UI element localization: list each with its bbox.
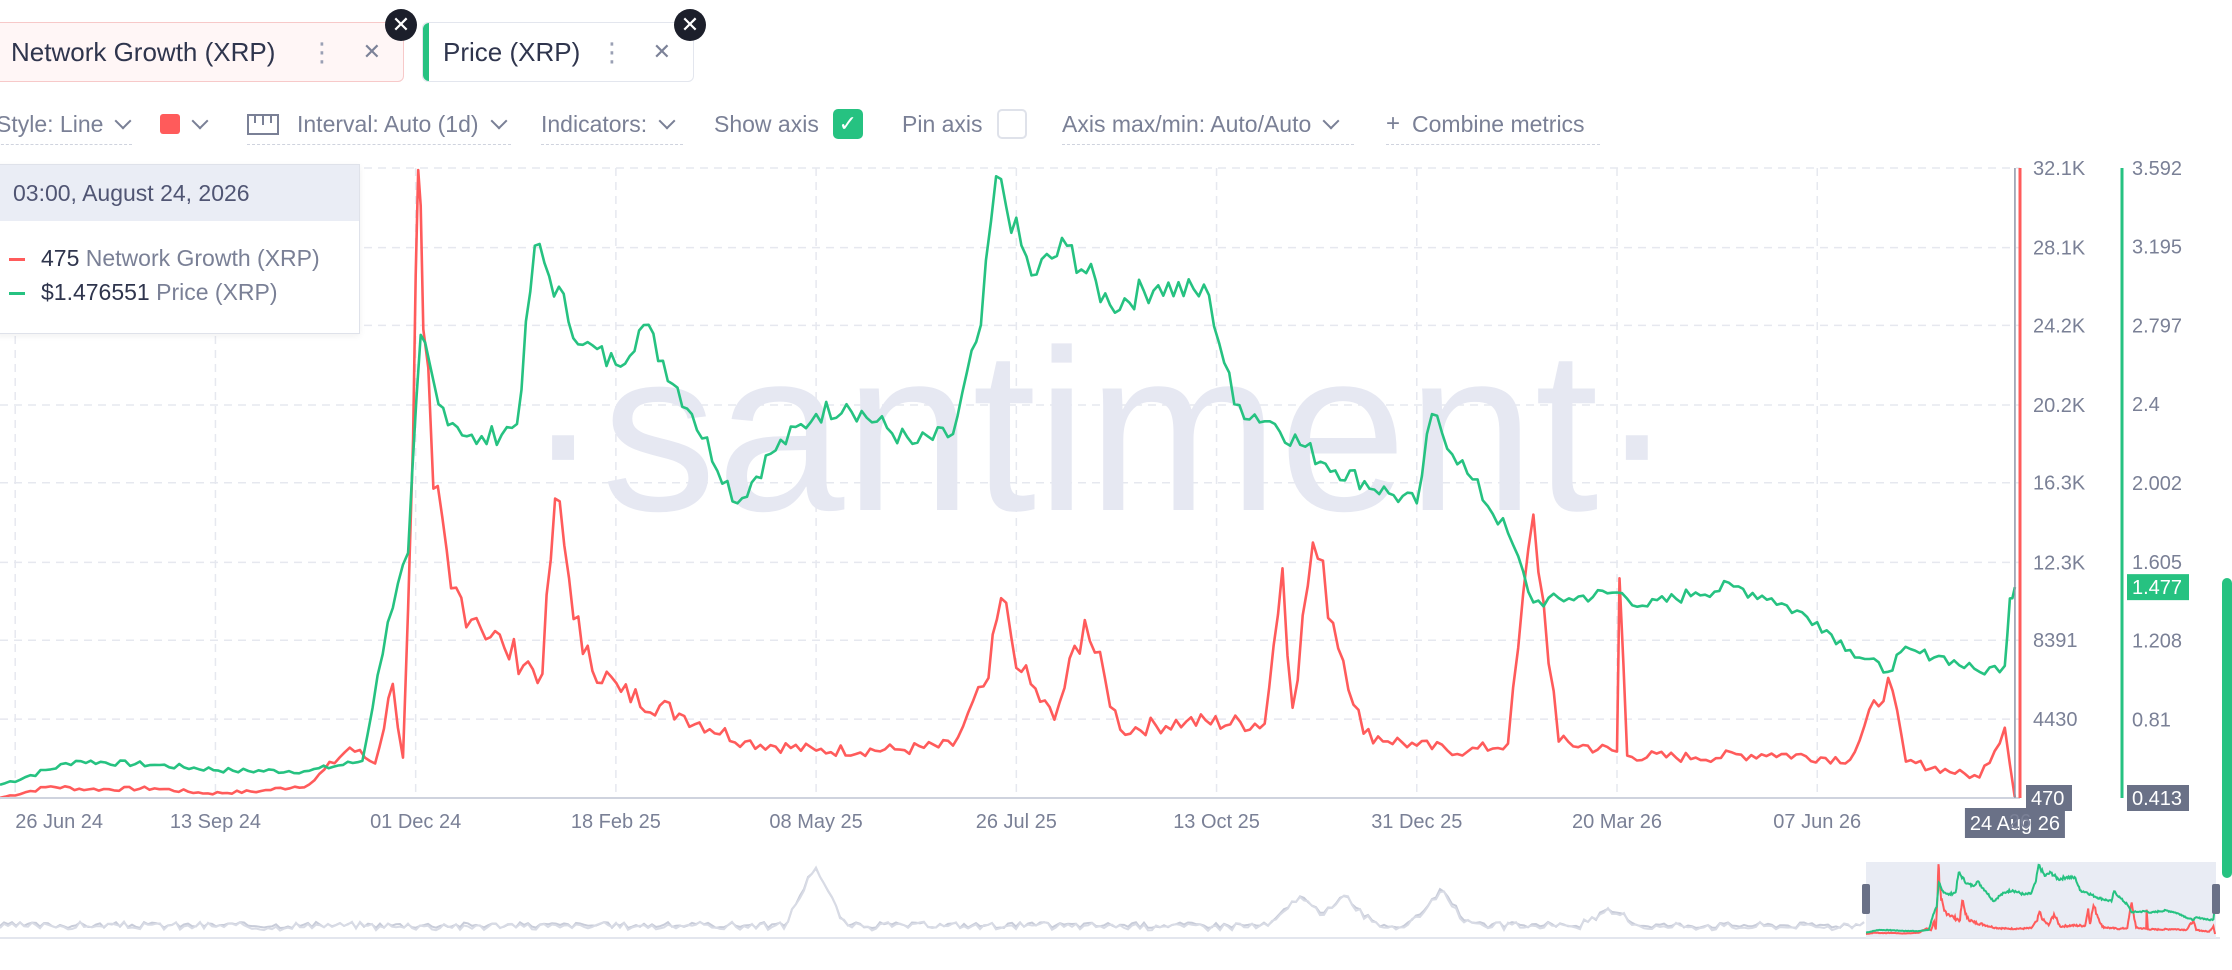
y-min-badge-network-growth: [2026, 785, 2072, 811]
scrollbar-handle[interactable]: [2222, 578, 2232, 878]
tab-label: Network Growth (XRP): [11, 36, 276, 67]
axis-maxmin-label: Axis max/min: Auto/Auto: [1062, 110, 1312, 137]
x-tick-label: 08 May 25: [769, 811, 862, 833]
legend-swatch: [9, 258, 25, 262]
pin-axis-toggle[interactable]: Pin axis: [902, 104, 1032, 144]
axes: 24 Aug 26 32.1K 28.1K 24.2K 20.2K 16.3K 12.3K 8…: [0, 158, 2189, 838]
y-min-label-price: 0.413: [2132, 788, 2182, 810]
more-options-icon[interactable]: ⋮: [599, 36, 625, 67]
x-tick-label: 20 Mar 26: [1572, 811, 1662, 833]
show-axis-checkbox[interactable]: ✓: [832, 109, 863, 139]
tooltip-value: $1.476551: [41, 279, 150, 305]
tooltip-series-name: Network Growth (XRP): [85, 245, 320, 271]
x-tick-label: 26: [2009, 811, 2031, 833]
x-tick-label: 01 Dec 24: [370, 811, 461, 833]
legend-swatch: [9, 292, 25, 296]
color-swatch: [160, 114, 180, 134]
pin-axis-label: Pin axis: [902, 110, 983, 137]
remove-metric-icon[interactable]: ✕: [385, 9, 417, 41]
tooltip-series-name: Price (XRP): [156, 279, 278, 305]
navigator[interactable]: [0, 578, 2232, 939]
tab-label: Price (XRP): [443, 36, 581, 67]
y-tick-label-price: 2.002: [2132, 473, 2182, 495]
y-tick-label-network-growth: 4430: [2033, 709, 2078, 731]
series-line-price: [0, 175, 2017, 786]
navigator-selection[interactable]: [1866, 862, 2216, 938]
tooltip-date: 03:00, August 24, 2026: [0, 165, 359, 221]
x-tick-label: 31 Dec 25: [1371, 811, 1462, 833]
navigator-line-price: [1865, 863, 2217, 934]
x-tick-label: 26 Jun 24: [15, 811, 103, 833]
series-line-network-growth: [0, 168, 2017, 800]
navigator-handle-left[interactable]: [1862, 884, 1870, 914]
x-tick-label: 13 Oct 25: [1173, 811, 1260, 833]
combine-metrics-button[interactable]: + Combine metrics: [1386, 104, 1600, 145]
x-axis: 26 Jun 24 13 Sep 24 01 Dec 24 18 Feb 25 08 M…: [15, 811, 2031, 833]
y-tick-label-price: 2.4: [2132, 394, 2160, 416]
y-tick-label-network-growth: 28.1K: [2033, 238, 2086, 260]
y-min-badge-price: [2127, 785, 2189, 811]
x-tick-label: 07 Jun 26: [1773, 811, 1861, 833]
current-price-badge: [2127, 574, 2189, 601]
navigator-history-line: [0, 865, 1865, 933]
more-options-icon[interactable]: ⋮: [309, 36, 335, 67]
y-tick-label-price: 1.605: [2132, 552, 2182, 574]
plus-icon: +: [1386, 110, 1401, 137]
tab-color-stripe: [423, 23, 429, 81]
y-tick-label-price: 1.208: [2132, 630, 2182, 652]
show-axis-toggle[interactable]: Show axis ✓: [714, 104, 870, 144]
y-tick-label-price: 2.797: [2132, 316, 2182, 338]
ruler-icon: [247, 114, 279, 135]
x-tick-label: 26 Jul 25: [976, 811, 1057, 833]
y-tick-label-price: 0.81: [2132, 709, 2171, 731]
y-tick-label-price: 3.592: [2132, 158, 2182, 180]
interval-dropdown[interactable]: Interval: Auto (1d): [247, 104, 511, 145]
y-tick-label-network-growth: 32.1K: [2033, 158, 2086, 180]
grid: [0, 167, 2020, 798]
remove-metric-icon[interactable]: ✕: [674, 9, 706, 41]
x-tick-label: 18 Feb 25: [571, 811, 661, 833]
y-tick-label-network-growth: 16.3K: [2033, 473, 2086, 495]
crosshair-date-badge: [1964, 808, 2065, 838]
close-icon[interactable]: ✕: [362, 39, 381, 64]
series-layer: [0, 168, 2017, 800]
style-label: Style: Line: [0, 110, 104, 137]
y-tick-label-network-growth: 12.3K: [2033, 552, 2086, 574]
y-min-label-network-growth: 470: [2031, 788, 2064, 810]
style-dropdown[interactable]: Style: Line: [0, 104, 132, 145]
pin-axis-checkbox[interactable]: [996, 109, 1027, 139]
combine-metrics-label: Combine metrics: [1412, 110, 1585, 137]
y-tick-label-price: 3.195: [2132, 237, 2182, 259]
interval-label: Interval: Auto (1d): [297, 110, 479, 137]
show-axis-label: Show axis: [714, 110, 819, 137]
y-tick-label-network-growth: 24.2K: [2033, 315, 2086, 337]
crosshair-date-label: 24 Aug 26: [1970, 813, 2060, 835]
watermark: ·santiment·: [525, 302, 1675, 559]
color-picker[interactable]: [160, 104, 220, 144]
tooltip: 03:00, August 24, 2026 475 Network Growt…: [0, 164, 360, 334]
indicators-label: Indicators:: [541, 110, 648, 137]
tooltip-row-network-growth: 475 Network Growth (XRP): [9, 245, 320, 272]
tooltip-value: 475: [41, 245, 80, 271]
axis-maxmin-dropdown[interactable]: Axis max/min: Auto/Auto: [1062, 104, 1354, 145]
current-price-label: 1.477: [2132, 577, 2182, 599]
tab-price[interactable]: Price (XRP) ⋮ ✕: [422, 22, 694, 82]
y-tick-label-network-growth: 8391: [2033, 630, 2078, 652]
navigator-handle-right[interactable]: [2212, 884, 2220, 914]
indicators-dropdown[interactable]: Indicators:: [541, 104, 683, 145]
tooltip-row-price: $1.476551 Price (XRP): [9, 279, 278, 306]
close-icon[interactable]: ✕: [652, 39, 671, 64]
y-tick-label-network-growth: 20.2K: [2033, 395, 2086, 417]
x-tick-label: 13 Sep 24: [170, 811, 261, 833]
chart-toolbar: Style: Line Interval: Auto (1d) Indicato…: [0, 104, 2232, 145]
tab-network-growth[interactable]: Network Growth (XRP) ⋮ ✕: [0, 22, 404, 82]
